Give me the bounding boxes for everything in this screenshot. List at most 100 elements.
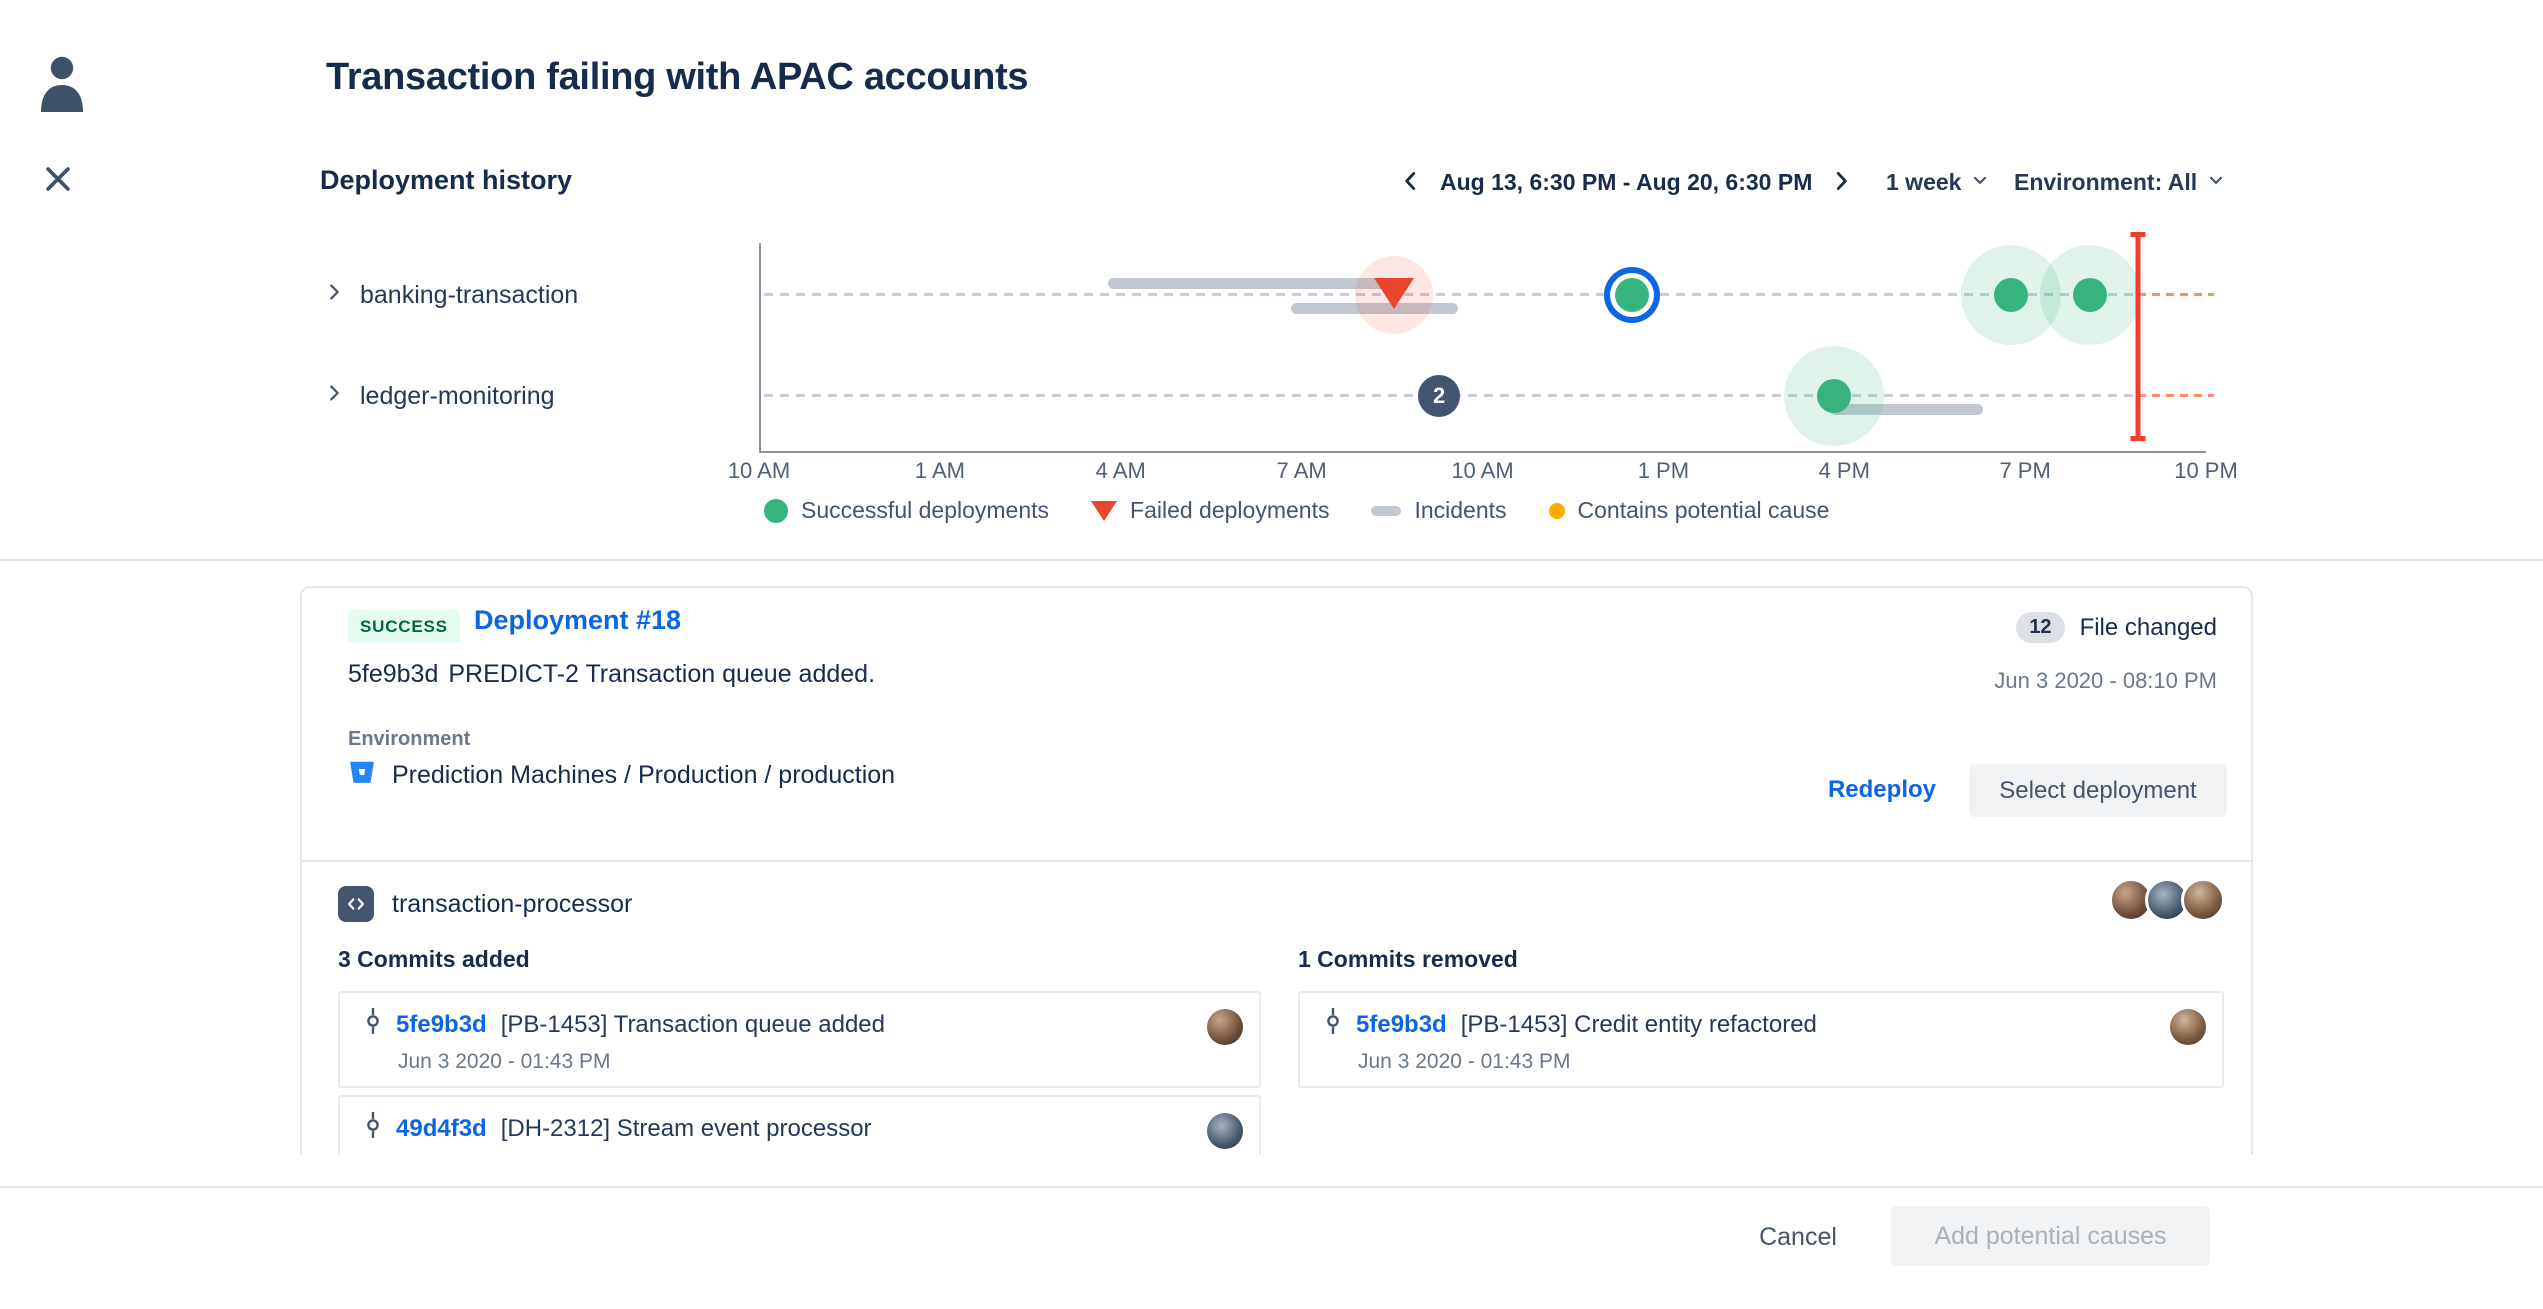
commit-row[interactable]: 5fe9b3d [PB-1453] Credit entity refactor… [1298,991,2224,1088]
deployment-group-badge[interactable]: 2 [1418,375,1461,417]
commits-added-header: 3 Commits added [338,946,530,972]
section-divider [0,559,2543,561]
commit-row[interactable]: 5fe9b3d [PB-1453] Transaction queue adde… [338,991,1261,1088]
axis-ticks: 10 AM 1 AM 4 AM 7 AM 10 AM 1 PM 4 PM 7 PM 10 PM [728,458,2238,488]
bitbucket-icon [348,758,376,793]
commit-date: Jun 3 2020 - 01:43 PM [1358,1050,1571,1073]
environment-label: Environment [348,728,471,750]
deployment-card: SUCCESS Deployment #18 5fe9b3d PREDICT-2 … [300,586,2253,1155]
deployment-link[interactable]: Deployment #18 [474,605,682,635]
chart-legend: Successful deployments Failed deployment… [764,497,1829,524]
chevron-right-icon [323,382,345,411]
commit-hash-link[interactable]: 5fe9b3d [1356,1010,1447,1038]
commit-date: Jun 3 2020 - 01:43 PM [398,1050,611,1073]
files-changed-count: 12 [2016,612,2065,643]
failed-triangle-icon [1091,500,1118,521]
files-changed: 12 File changed [2016,612,2217,643]
chevron-left-icon [1398,168,1424,197]
close-icon [41,162,75,199]
environment-selector[interactable]: Environment: All [2014,160,2226,204]
commit-hash-link[interactable]: 49d4f3d [396,1114,487,1142]
commits-added-column: 3 Commits added 5fe9b3d [PB-1453] Transa… [338,946,1261,1155]
page-title: Transaction failing with APAC accounts [326,56,1029,98]
legend-label: Incidents [1414,497,1507,523]
legend-item-potential-cause: Contains potential cause [1548,497,1830,524]
deployment-history-title: Deployment history [320,165,573,195]
success-deployment-marker[interactable] [1817,379,1852,413]
legend-item-incidents: Incidents [1371,497,1507,524]
post-marker-dash [2137,293,2214,296]
commit-icon [1324,1008,1342,1041]
repository-name: transaction-processor [392,889,633,918]
failed-deployment-marker[interactable] [1374,277,1415,309]
commit-hash-link[interactable]: 5fe9b3d [396,1010,487,1038]
x-axis-line [759,451,2206,453]
redeploy-button[interactable]: Redeploy [1827,776,1936,803]
success-deployment-marker[interactable] [1993,278,2028,312]
environment-selector-label: Environment: All [2014,168,2198,195]
period-selector-label: 1 week [1886,168,1962,195]
time-cursor-line[interactable] [2130,232,2146,441]
commit-icon [364,1112,382,1145]
chevron-right-icon [323,281,345,310]
cancel-button[interactable]: Cancel [1733,1210,1863,1264]
legend-label: Failed deployments [1130,497,1330,523]
person-icon [36,56,88,116]
service-row-banking-transaction[interactable]: banking-transaction [323,272,578,318]
success-dot-icon [764,498,788,523]
commit-message: PREDICT-2 Transaction queue added. [448,660,876,688]
commits-removed-header: 1 Commits removed [1298,946,1518,972]
add-potential-causes-button[interactable]: Add potential causes [1891,1206,2210,1266]
y-axis-line [759,243,761,453]
date-range-label: Aug 13, 6:30 PM - Aug 20, 6:30 PM [1440,168,1813,195]
contributor-avatars [2109,878,2225,922]
chevron-right-icon [1828,168,1854,197]
close-button[interactable] [36,158,80,202]
legend-item-failed: Failed deployments [1091,497,1329,524]
commit-message: [PB-1453] Transaction queue added [500,1010,885,1038]
chevron-down-icon [2206,169,2226,196]
axis-tick-label: 7 PM [1999,458,2051,483]
commit-message: [DH-2312] Stream event processor [500,1114,872,1142]
files-changed-label: File changed [2079,613,2217,641]
deployment-date: Jun 3 2020 - 08:10 PM [1994,668,2217,693]
axis-tick-label: 10 AM [1451,458,1514,483]
service-row-ledger-monitoring[interactable]: ledger-monitoring [323,373,555,419]
success-deployment-marker[interactable] [2073,278,2108,312]
prev-range-button[interactable] [1398,168,1424,197]
incident-bar[interactable] [1107,278,1396,289]
commit-row[interactable]: 49d4f3d [DH-2312] Stream event processor [338,1095,1261,1155]
contributor-avatar [2181,878,2225,922]
chevron-down-icon [1970,169,1990,196]
legend-item-successful: Successful deployments [764,497,1049,524]
next-range-button[interactable] [1828,168,1854,197]
axis-tick-label: 7 AM [1276,458,1327,483]
incident-bar-icon [1371,505,1402,516]
legend-label: Successful deployments [801,497,1050,523]
environment-path: Prediction Machines / Production / produ… [392,761,896,789]
axis-tick-label: 4 PM [1818,458,1870,483]
commit-message: [PB-1453] Credit entity refactored [1460,1010,1817,1038]
date-range-nav: Aug 13, 6:30 PM - Aug 20, 6:30 PM [1398,160,1854,204]
timeline-plot: 2 [759,232,2214,453]
period-selector[interactable]: 1 week [1886,160,1990,204]
legend-label: Contains potential cause [1577,497,1830,523]
footer-divider [0,1186,2543,1188]
axis-tick-label: 4 AM [1095,458,1146,483]
issue-avatar [36,52,88,117]
deployment-commit-line: 5fe9b3d PREDICT-2 Transaction queue added… [348,660,875,689]
service-label: ledger-monitoring [360,381,555,410]
commit-hash: 5fe9b3d [348,660,439,688]
deployment-summary: SUCCESS Deployment #18 5fe9b3d PREDICT-2 … [302,588,2251,862]
repository-section: transaction-processor 3 Commits added 5f… [302,862,2251,1155]
row-gridline [764,293,2138,296]
commit-icon [364,1008,382,1041]
selected-deployment-marker[interactable] [1614,278,1649,312]
committer-avatar [2170,1009,2206,1045]
post-marker-dash [2137,394,2214,397]
select-deployment-button[interactable]: Select deployment [1969,764,2227,817]
status-badge: SUCCESS [348,610,460,643]
environment-row: Prediction Machines / Production / produ… [348,758,895,793]
incident-bar[interactable] [1829,404,1984,415]
